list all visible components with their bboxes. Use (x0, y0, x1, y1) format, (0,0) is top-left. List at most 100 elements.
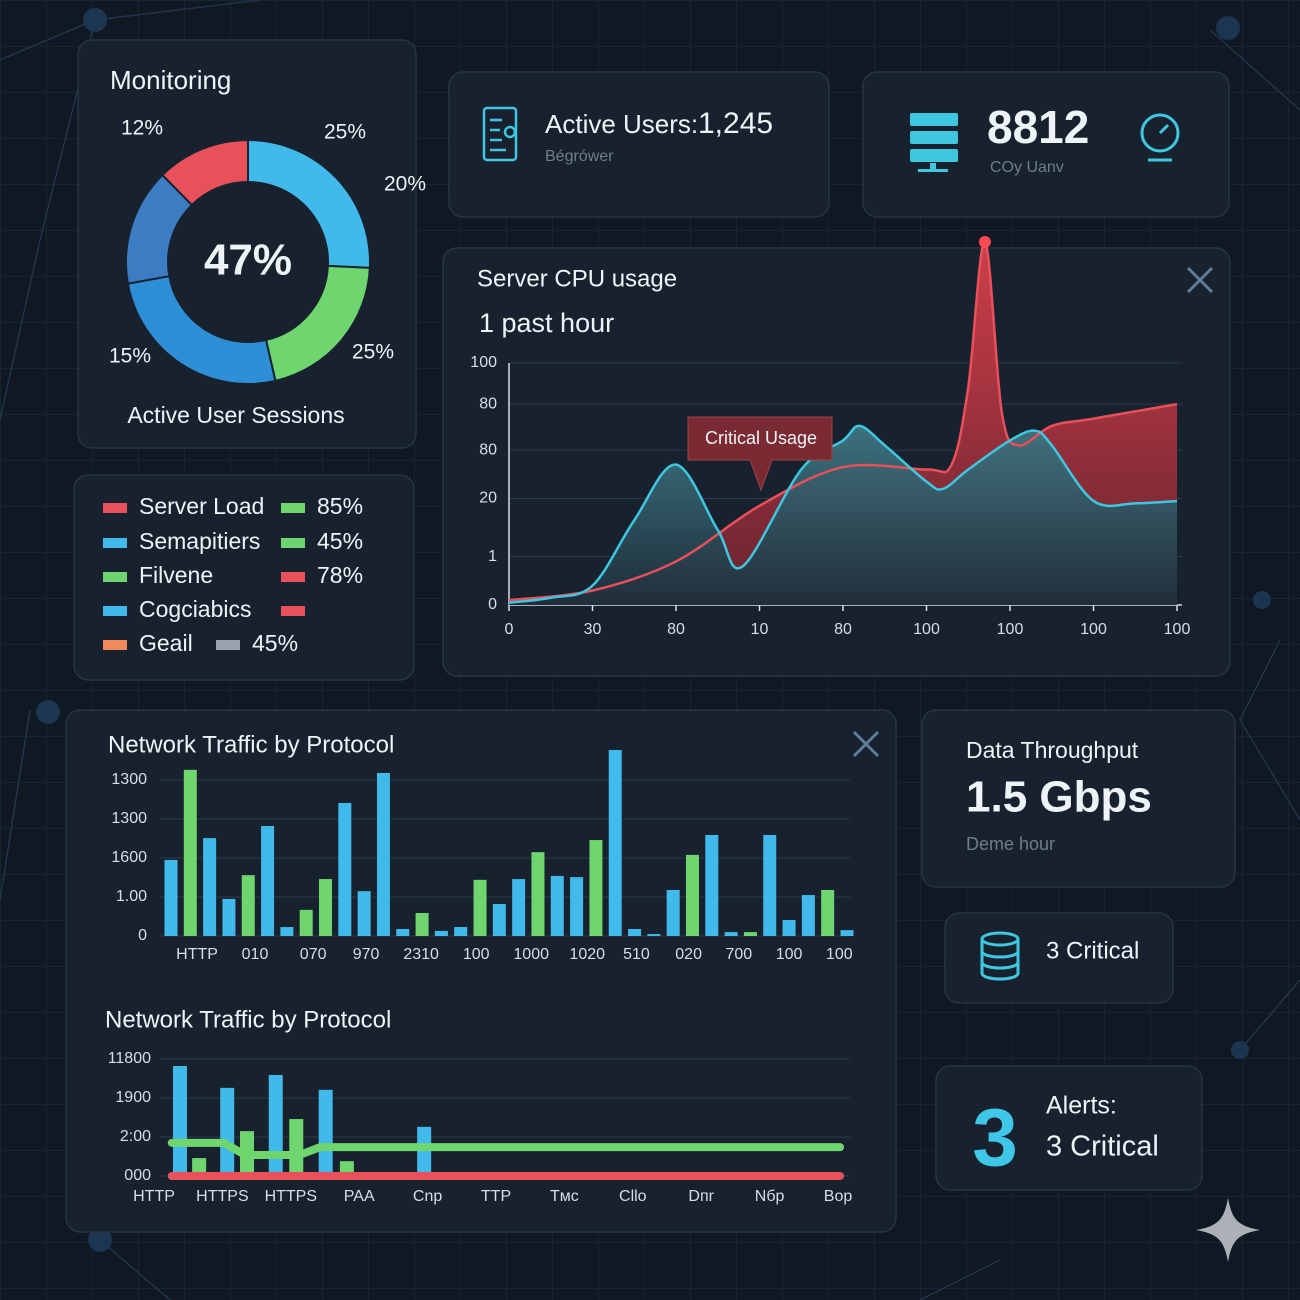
bar (396, 928, 410, 936)
server-icon (910, 113, 958, 172)
legend-swatch (103, 640, 127, 650)
x-tick-label: 020 (675, 946, 702, 963)
x-tick-label: 100 (997, 621, 1024, 638)
legend-swatch (281, 503, 305, 513)
cpu-title: Server CPU usage (477, 265, 677, 292)
legend-swatch (103, 503, 127, 513)
cpu-subtitle: 1 past hour (479, 308, 614, 338)
donut-center: 47% (204, 236, 292, 285)
x-tick-label: 100 (776, 946, 803, 963)
users-value: 1,245 (698, 107, 773, 140)
bar (261, 826, 275, 936)
bar (192, 1158, 207, 1176)
y-tick-label: 0 (488, 596, 497, 613)
legend-value: 45% (252, 630, 298, 656)
bar (454, 927, 468, 936)
legend-value: 45% (317, 528, 363, 554)
doc-icon (482, 106, 518, 162)
x-tick-label: 2310 (403, 946, 439, 963)
legend-swatch (103, 572, 127, 582)
legend-label: Cogciabics (139, 596, 252, 622)
db-text: 3 Critical (1046, 937, 1139, 964)
bar (220, 1087, 235, 1176)
sparkle (1196, 1198, 1260, 1262)
legend-value: 78% (317, 562, 363, 588)
y-tick-label: 0 (138, 927, 147, 944)
legend-swatch (281, 538, 305, 548)
bar (628, 928, 642, 936)
bar (172, 1066, 187, 1176)
bar (801, 895, 815, 936)
x-tick-label: 010 (242, 946, 269, 963)
bar (318, 1089, 333, 1176)
throughput-card (921, 709, 1236, 888)
legend-label: Server Load (139, 493, 264, 519)
x-tick-label: 100 (1164, 621, 1191, 638)
x-tick-label: 30 (584, 621, 602, 638)
bar (319, 879, 333, 936)
bar (473, 879, 487, 936)
legend-swatch (281, 572, 305, 582)
bar (357, 891, 371, 936)
throughput-value: 1.5 Gbps (966, 773, 1152, 822)
x-tick-label: Tмc (550, 1188, 579, 1205)
y-tick-label: 1600 (111, 849, 147, 866)
alerts-card (935, 1065, 1203, 1191)
bar (570, 877, 584, 936)
donut-label: 25% (352, 341, 394, 364)
users-sub: Bégrówer (545, 148, 614, 165)
x-tick-label: Dпr (688, 1188, 714, 1205)
legend-swatch (216, 640, 240, 650)
x-tick-label: 100 (826, 946, 853, 963)
x-tick-label: Cnp (413, 1188, 442, 1205)
bar (782, 920, 796, 936)
x-tick-label: Cllo (619, 1188, 647, 1205)
annotation-box (687, 416, 833, 492)
x-tick-label: HTTP (176, 946, 218, 963)
throughput-sub: Deme hour (966, 834, 1055, 854)
legend-label: Semapitiers (139, 528, 260, 554)
x-tick-label: 970 (353, 946, 380, 963)
bar (666, 889, 680, 936)
bar (550, 875, 564, 936)
line (508, 424, 1178, 604)
x-tick-label: 1020 (569, 946, 605, 963)
x-tick-label: 100 (463, 946, 490, 963)
y-tick-label: 1.00 (116, 888, 147, 905)
x-tick-label: TTP (481, 1188, 511, 1205)
bar (589, 840, 603, 936)
throughput-title: Data Throughput (966, 737, 1139, 763)
server-sub: COy Uanv (990, 159, 1064, 176)
legend-value: 85% (317, 493, 363, 519)
traffic-title: Network Traffic by Protocol (108, 731, 394, 758)
donut-label: 12% (121, 117, 163, 140)
legend-swatch (281, 606, 305, 616)
x-tick-label: 0 (505, 621, 514, 638)
x-tick-label: 070 (300, 946, 327, 963)
close-icon[interactable] (852, 730, 880, 758)
y-tick-label: 80 (479, 395, 497, 412)
x-tick-label: HTTPS (196, 1188, 248, 1205)
x-tick-label: 100 (1080, 621, 1107, 638)
donut-label: 20% (384, 173, 426, 196)
x-tick-label: PAA (344, 1188, 375, 1205)
x-tick-label: 1000 (513, 946, 549, 963)
bar (647, 934, 661, 936)
y-tick-label: 100 (470, 354, 497, 371)
line (508, 240, 1178, 602)
y-tick-label: 1300 (111, 810, 147, 827)
legend-swatch (103, 538, 127, 548)
panel-title: Monitoring (110, 65, 231, 95)
trend-line (167, 1138, 845, 1159)
bar (280, 927, 294, 936)
alerts-label: Alerts: (1046, 1092, 1117, 1120)
bar (763, 834, 777, 936)
bar (492, 904, 506, 936)
bar (434, 930, 448, 936)
legend-swatch (103, 606, 127, 616)
y-tick-label: 000 (124, 1167, 151, 1184)
close-icon[interactable] (1186, 266, 1214, 294)
users-label: Active Users: (545, 109, 698, 139)
donut-label: 25% (324, 121, 366, 144)
